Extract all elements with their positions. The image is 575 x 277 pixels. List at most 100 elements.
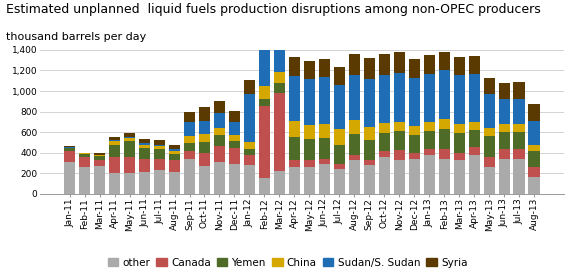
Bar: [139, 148, 150, 159]
Bar: [528, 151, 540, 167]
Bar: [64, 162, 75, 194]
Bar: [513, 99, 525, 124]
Bar: [214, 128, 225, 135]
Bar: [394, 131, 405, 150]
Bar: [499, 159, 510, 194]
Bar: [513, 82, 525, 99]
Bar: [334, 129, 345, 145]
Bar: [274, 9, 285, 27]
Bar: [289, 167, 300, 194]
Bar: [363, 79, 375, 127]
Bar: [334, 85, 345, 129]
Bar: [319, 164, 330, 194]
Bar: [244, 155, 255, 165]
Bar: [319, 59, 330, 77]
Bar: [513, 159, 525, 194]
Bar: [139, 145, 150, 148]
Bar: [169, 160, 180, 172]
Bar: [424, 131, 435, 149]
Bar: [363, 160, 375, 165]
Bar: [169, 151, 180, 154]
Bar: [169, 145, 180, 149]
Bar: [229, 142, 240, 148]
Bar: [363, 58, 375, 79]
Bar: [499, 149, 510, 159]
Bar: [259, 86, 270, 99]
Bar: [184, 122, 195, 136]
Bar: [513, 124, 525, 132]
Bar: [184, 112, 195, 122]
Bar: [439, 129, 450, 149]
Bar: [469, 56, 480, 74]
Bar: [214, 135, 225, 145]
Bar: [424, 155, 435, 194]
Bar: [214, 113, 225, 128]
Bar: [154, 170, 165, 194]
Bar: [199, 142, 210, 153]
Legend: other, Canada, Yemen, China, Sudan/S. Sudan, Syria: other, Canada, Yemen, China, Sudan/S. Su…: [104, 253, 471, 272]
Bar: [229, 135, 240, 142]
Bar: [229, 111, 240, 122]
Bar: [439, 149, 450, 159]
Bar: [289, 137, 300, 160]
Bar: [139, 143, 150, 145]
Bar: [244, 165, 255, 194]
Bar: [139, 139, 150, 143]
Bar: [334, 164, 345, 169]
Bar: [513, 149, 525, 159]
Bar: [274, 171, 285, 194]
Bar: [184, 151, 195, 159]
Bar: [64, 151, 75, 162]
Bar: [199, 166, 210, 194]
Bar: [379, 123, 390, 133]
Bar: [79, 154, 90, 157]
Bar: [184, 159, 195, 194]
Bar: [484, 157, 494, 167]
Bar: [348, 75, 360, 120]
Bar: [454, 75, 465, 124]
Bar: [124, 157, 135, 173]
Bar: [454, 153, 465, 160]
Bar: [274, 83, 285, 93]
Bar: [499, 124, 510, 132]
Bar: [199, 107, 210, 121]
Bar: [259, 24, 270, 41]
Bar: [169, 154, 180, 160]
Bar: [394, 52, 405, 73]
Bar: [274, 27, 285, 73]
Bar: [409, 126, 420, 135]
Bar: [124, 133, 135, 137]
Bar: [124, 142, 135, 157]
Bar: [319, 159, 330, 164]
Bar: [484, 128, 494, 136]
Bar: [94, 153, 105, 155]
Bar: [79, 153, 90, 154]
Bar: [319, 124, 330, 138]
Bar: [528, 121, 540, 145]
Bar: [499, 83, 510, 99]
Bar: [319, 77, 330, 124]
Bar: [184, 143, 195, 151]
Bar: [259, 178, 270, 194]
Bar: [229, 148, 240, 164]
Bar: [244, 80, 255, 94]
Bar: [394, 160, 405, 194]
Bar: [454, 57, 465, 75]
Bar: [139, 172, 150, 194]
Bar: [348, 155, 360, 160]
Bar: [79, 167, 90, 194]
Bar: [154, 145, 165, 149]
Bar: [439, 159, 450, 194]
Bar: [439, 119, 450, 129]
Bar: [124, 173, 135, 194]
Bar: [94, 166, 105, 194]
Bar: [319, 138, 330, 159]
Bar: [334, 169, 345, 194]
Bar: [184, 136, 195, 143]
Bar: [348, 120, 360, 134]
Bar: [363, 165, 375, 194]
Bar: [528, 104, 540, 121]
Bar: [304, 139, 315, 160]
Bar: [304, 160, 315, 167]
Bar: [124, 138, 135, 142]
